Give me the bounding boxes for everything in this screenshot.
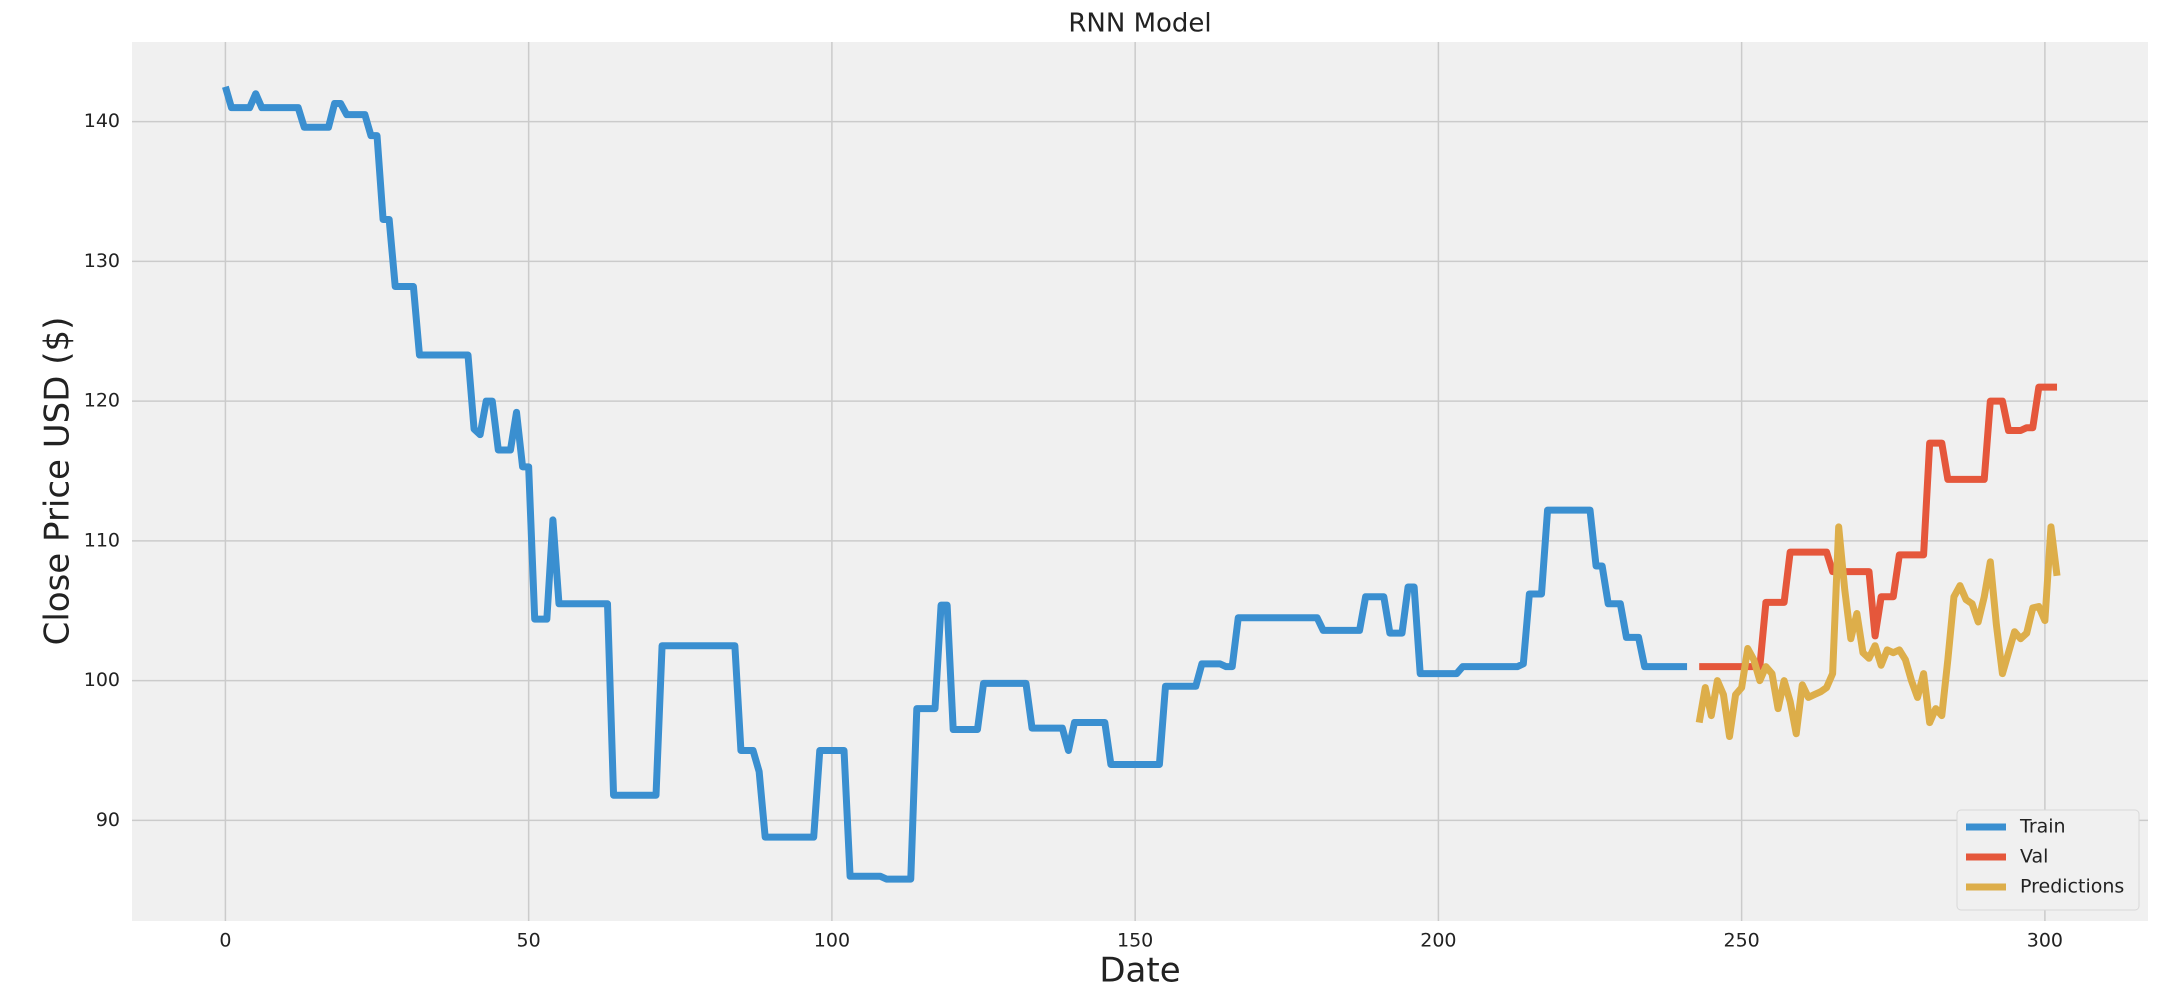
series-line [222,85,1688,883]
y-tick-label: 100 [84,669,120,691]
x-axis-label: Date [1099,951,1180,991]
y-tick-label: 140 [84,110,120,132]
x-tick-label: 150 [1117,930,1153,952]
plot-area [132,42,2148,921]
x-tick-label: 50 [517,930,541,952]
y-tick-label: 110 [84,529,120,551]
x-tick-label: 250 [1724,930,1760,952]
y-tick-label: 130 [84,250,120,272]
grid [132,42,2148,921]
y-tick-label: 90 [96,809,120,831]
legend-label: Predictions [2020,876,2124,898]
x-tick-label: 300 [2027,930,2063,952]
lines [222,85,2061,883]
x-tick-label: 200 [1420,930,1456,952]
x-tick-label: 100 [814,930,850,952]
legend-label: Val [2020,846,2048,868]
y-tick-label: 120 [84,390,120,412]
legend: Train Val Predictions [1956,809,2140,911]
x-tick-label: 0 [219,930,231,952]
legend-label: Train [2019,816,2066,838]
y-axis-label: Close Price USD ($) [38,317,78,646]
chart-title: RNN Model [1068,9,1211,39]
series-line [1695,523,2061,741]
